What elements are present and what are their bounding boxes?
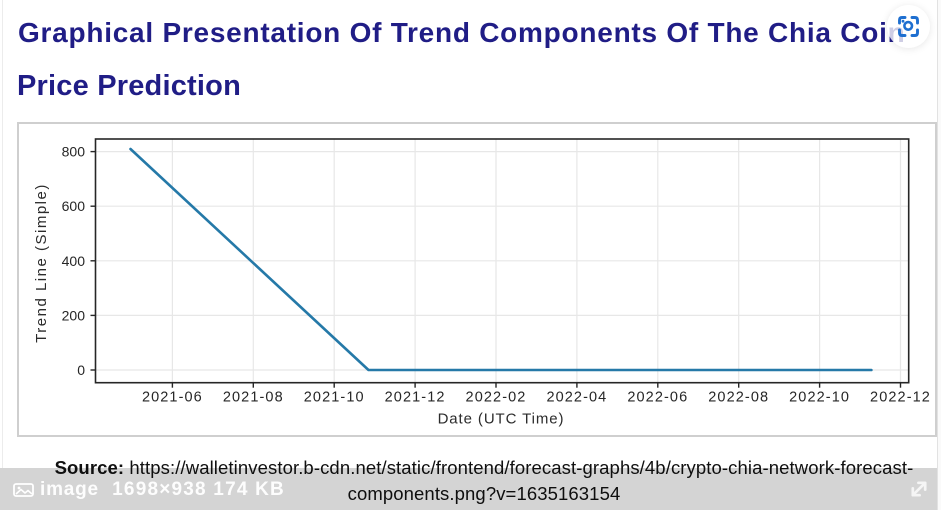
svg-text:600: 600 bbox=[62, 198, 86, 214]
svg-text:2021-06: 2021-06 bbox=[142, 390, 203, 406]
svg-text:2022-10: 2022-10 bbox=[789, 390, 850, 406]
svg-text:2022-08: 2022-08 bbox=[708, 390, 769, 406]
svg-text:2021-10: 2021-10 bbox=[304, 390, 365, 406]
svg-text:800: 800 bbox=[62, 144, 86, 160]
svg-text:2021-08: 2021-08 bbox=[223, 390, 284, 406]
svg-text:2021-12: 2021-12 bbox=[385, 390, 446, 406]
svg-text:400: 400 bbox=[62, 253, 86, 269]
svg-text:0: 0 bbox=[77, 362, 85, 378]
svg-text:2022-02: 2022-02 bbox=[466, 390, 527, 406]
svg-text:Trend Line (Simple): Trend Line (Simple) bbox=[33, 183, 50, 343]
svg-text:2022-12: 2022-12 bbox=[870, 390, 931, 406]
svg-text:2022-04: 2022-04 bbox=[546, 390, 607, 406]
svg-text:200: 200 bbox=[62, 307, 86, 323]
svg-text:2022-06: 2022-06 bbox=[627, 390, 688, 406]
svg-text:Date (UTC Time): Date (UTC Time) bbox=[438, 410, 565, 427]
